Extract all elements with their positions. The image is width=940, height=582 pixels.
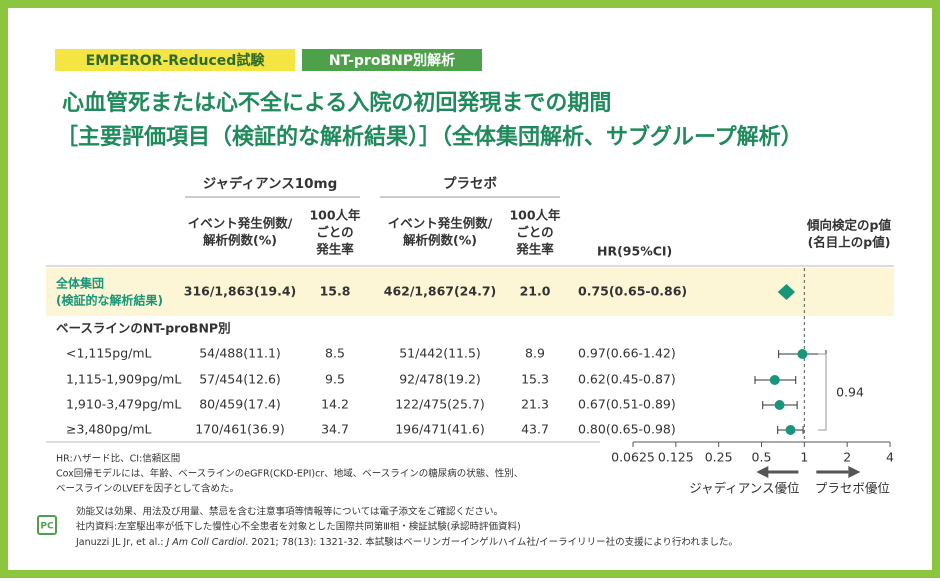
cell: 14.2	[321, 397, 349, 412]
column-header: 100人年	[509, 208, 561, 223]
cell: 0.80(0.65-0.98)	[578, 422, 676, 437]
column-header: (名目上のp値)	[808, 235, 891, 250]
cell: 57/454(12.6)	[199, 372, 281, 387]
column-header: 発生率	[515, 242, 554, 257]
citation-part: Januzzi JL Jr, et al.:	[75, 537, 166, 548]
footnote: Cox回帰モデルには、年齢、ベースラインのeGFR(CKD-EPI)cr、地域、…	[56, 468, 523, 480]
footnote: HR:ハザード比、CI:信頼区間	[56, 453, 180, 465]
note: 社内資料:左室駆出率が低下した慢性心不全患者を対象とした国際共同第Ⅲ相・検証試験…	[76, 521, 521, 533]
cell: 15.8	[320, 284, 351, 299]
x-tick-label: 0.25	[705, 450, 733, 465]
citation-part: . 2021; 78(13): 1321-32. 本試験はベーリンガーインゲルハ…	[245, 536, 738, 548]
cell: 54/488(11.1)	[199, 346, 281, 361]
group-header: ジャディアンス10mg	[203, 175, 338, 192]
x-tick-label: 0.125	[658, 450, 694, 465]
subgroup-title: ベースラインのNT-proBNP別	[56, 321, 231, 336]
cell: 0.97(0.66-1.42)	[578, 346, 676, 361]
x-tick-label: 0.5	[752, 450, 772, 465]
direction-label: ジャディアンス優位	[689, 481, 799, 496]
row-label: 全体集団	[55, 276, 104, 291]
hr-point	[774, 400, 785, 410]
hr-point	[769, 375, 780, 385]
cell: 80/459(17.4)	[199, 397, 281, 412]
column-header: ごとの	[316, 225, 353, 240]
column-header: 傾向検定のp値	[806, 218, 891, 233]
overall-band	[46, 268, 894, 316]
x-tick-label: 0.0625	[611, 450, 655, 465]
cell: 8.5	[325, 346, 345, 361]
cell: 92/478(19.2)	[399, 372, 481, 387]
cell: 196/471(41.6)	[395, 422, 485, 437]
hr-point	[797, 349, 808, 359]
badge-box	[37, 515, 57, 535]
column-header: ごとの	[516, 225, 553, 240]
badge: PC	[40, 522, 54, 532]
tag-bg	[302, 49, 482, 71]
hr-diamond	[777, 284, 796, 300]
hr-point	[785, 425, 796, 435]
row-label: (検証的な解析結果)	[56, 293, 163, 308]
column-header: 解析例数(%)	[403, 233, 477, 248]
citation: Januzzi JL Jr, et al.: J Am Coll Cardiol…	[75, 536, 738, 548]
column-header: 100人年	[309, 208, 361, 223]
column-header: イベント発生例数/	[388, 216, 493, 231]
cell: 122/475(25.7)	[395, 397, 485, 412]
cell: 15.3	[521, 372, 549, 387]
tag: NT-proBNP別解析	[329, 52, 455, 69]
cell: 462/1,867(24.7)	[384, 284, 496, 299]
cell: 170/461(36.9)	[195, 422, 285, 437]
cell: 21.3	[521, 397, 549, 412]
cell: 9.5	[325, 372, 345, 387]
group-header: プラセボ	[443, 176, 497, 192]
column-header: 発生率	[315, 242, 354, 257]
direction-label: プラセボ優位	[815, 481, 890, 496]
title: 心血管死または心不全による入院の初回発現までの期間	[62, 90, 611, 116]
note: 効能又は効果、用法及び用量、禁忌を含む注意事項等情報等については電子添文をご確認…	[76, 506, 503, 518]
tag: EMPEROR-Reduced試験	[86, 52, 266, 69]
x-tick-label: 1	[800, 450, 808, 465]
bracket	[818, 353, 827, 431]
cell: 8.9	[525, 346, 545, 361]
citation-part: J Am Coll Cardiol	[164, 537, 245, 548]
cell: 21.0	[520, 284, 551, 299]
footnote: ベースラインのLVEFを因子として含めた。	[56, 483, 239, 495]
row-label: ≥3,480pg/mL	[66, 422, 152, 437]
row-label: 1,910-3,479pg/mL	[66, 397, 181, 412]
cell: 0.75(0.65-0.86)	[578, 284, 687, 299]
column-header: 解析例数(%)	[203, 233, 277, 248]
cell: 51/442(11.5)	[399, 346, 481, 361]
arrow-head	[756, 466, 769, 478]
x-tick-label: 4	[886, 450, 894, 465]
row-label: <1,115pg/mL	[66, 346, 152, 361]
cell: 0.62(0.45-0.87)	[578, 372, 676, 387]
row-label: 1,115-1,909pg/mL	[66, 372, 181, 387]
cell: 316/1,863(19.4)	[184, 284, 296, 299]
title: ［主要評価項目（検証的な解析結果）］（全体集団解析、サブグループ解析）	[56, 124, 803, 150]
cell: 34.7	[321, 422, 349, 437]
column-header: HR(95%CI)	[597, 244, 672, 259]
cell: 0.67(0.51-0.89)	[578, 397, 676, 412]
column-header: イベント発生例数/	[188, 216, 293, 231]
cell: 43.7	[521, 422, 549, 437]
p-value: 0.94	[836, 385, 864, 400]
arrow-head	[848, 466, 861, 478]
tag-bg	[55, 49, 295, 71]
x-tick-label: 2	[843, 450, 851, 465]
